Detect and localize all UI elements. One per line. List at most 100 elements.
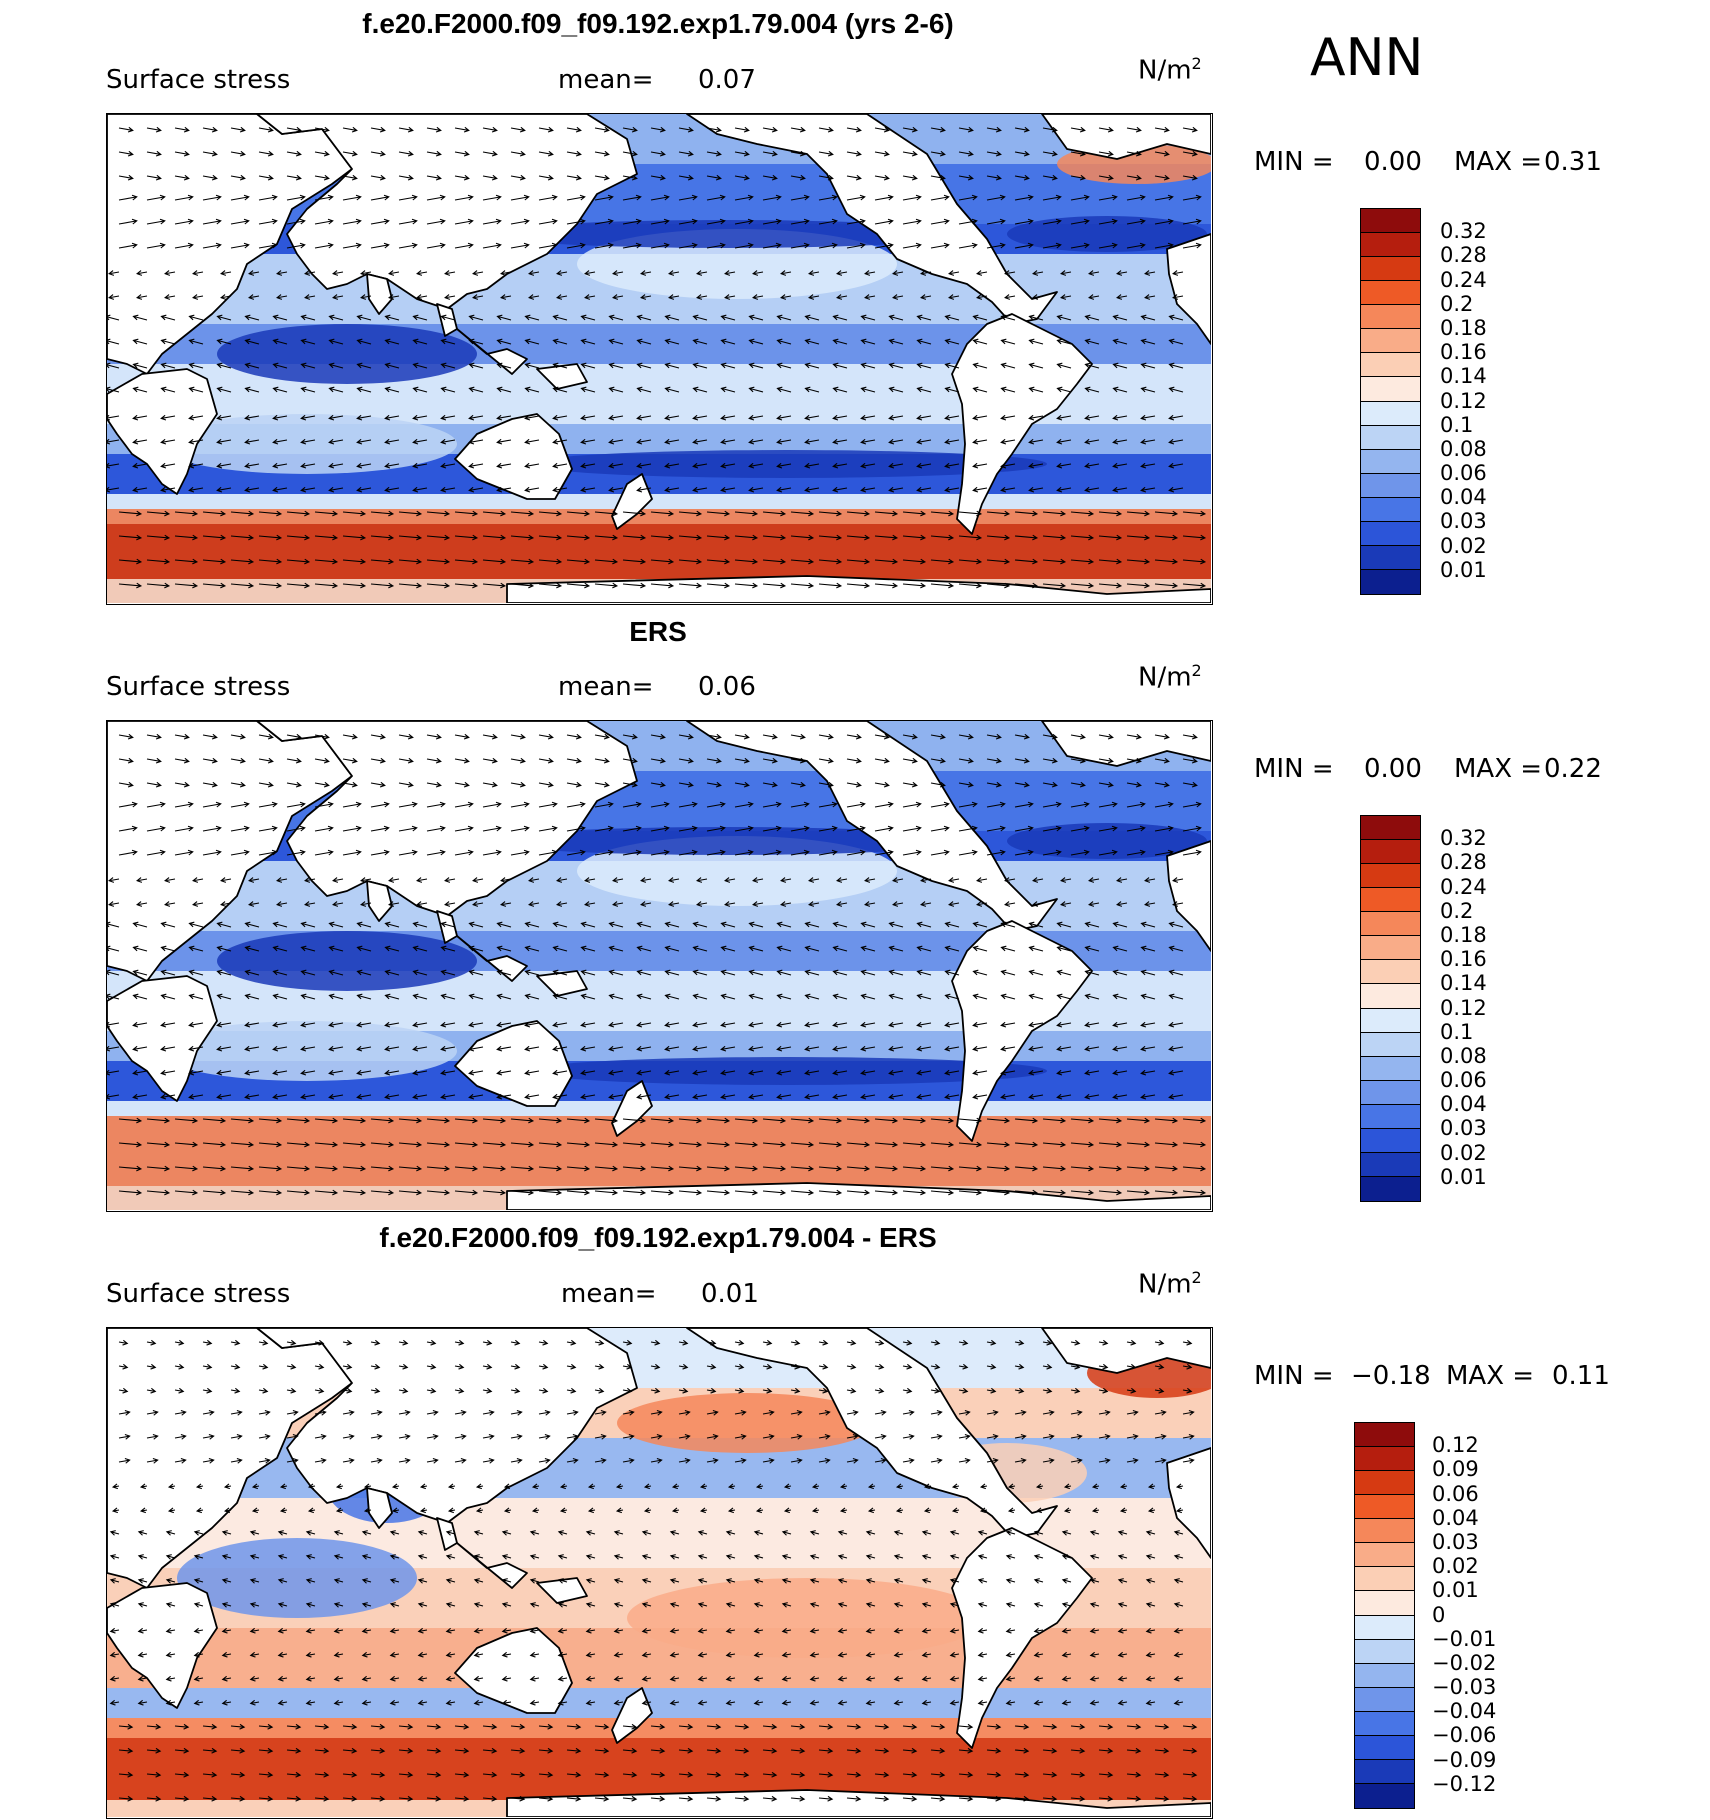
colorbar-swatch (1361, 305, 1420, 330)
colorbar-swatch (1355, 1567, 1414, 1592)
field-band (107, 494, 1211, 509)
land-outline (686, 114, 1058, 325)
colorbar-tick-label: 0.01 (1432, 1578, 1479, 1603)
colorbar-swatch (1361, 545, 1420, 570)
colorbar-swatch (1361, 840, 1420, 865)
colorbar-tick-label: 0.14 (1440, 971, 1487, 996)
colorbar-swatch (1361, 984, 1420, 1009)
land-outline (951, 920, 1093, 1142)
field-blob (1007, 216, 1207, 252)
colorbar-swatch (1355, 1591, 1414, 1616)
field-blob (527, 1057, 1047, 1085)
land-outline (1166, 1447, 1211, 1559)
land-outline (456, 935, 528, 982)
colorbar-tick-label: −0.04 (1432, 1699, 1497, 1724)
panel-2-mean-value: 0.06 (698, 672, 756, 702)
land-outline (536, 970, 588, 997)
panel-3-max-value: 0.11 (1552, 1361, 1610, 1391)
panel-3-colorbar (1354, 1422, 1415, 1809)
field-blob (1007, 823, 1207, 859)
land-outline (456, 328, 528, 375)
land-outline (366, 880, 393, 922)
colorbar-tick-label: −0.09 (1432, 1747, 1497, 1772)
panel-2-units: N/m2 (1138, 661, 1202, 693)
colorbar-tick-label: 0.12 (1440, 388, 1487, 413)
colorbar-tick-label: 0.18 (1440, 922, 1487, 947)
panel-2-mean-label: mean= (558, 672, 654, 702)
colorbar-swatch (1361, 209, 1420, 234)
colorbar-swatch (1361, 281, 1420, 306)
panel-1-max-label: MAX = (1454, 147, 1543, 177)
colorbar-swatch (1355, 1663, 1414, 1688)
colorbar-tick-label: 0.06 (1432, 1481, 1479, 1506)
colorbar-swatch (1361, 497, 1420, 522)
field-blob (157, 1021, 457, 1081)
land-outline (951, 313, 1093, 535)
field-blob (157, 414, 457, 474)
colorbar-swatch (1361, 1104, 1420, 1129)
land-outline (506, 575, 1211, 603)
colorbar-tick-label: 0.03 (1432, 1529, 1479, 1554)
colorbar-swatch (1361, 401, 1420, 426)
panel-3-title: f.e20.F2000.f09_f09.192.exp1.79.004 - ER… (379, 1222, 937, 1253)
colorbar-swatch (1355, 1759, 1414, 1784)
colorbar-tick-label: 0.01 (1440, 1164, 1487, 1189)
colorbar-tick-label: −0.06 (1432, 1723, 1497, 1748)
colorbar-tick-label: −0.03 (1432, 1675, 1497, 1700)
field-blob (527, 450, 1047, 478)
field-band (107, 509, 1211, 524)
colorbar-swatch (1361, 816, 1420, 841)
colorbar-swatch (1361, 1032, 1420, 1057)
panel-1-units: N/m2 (1138, 54, 1202, 86)
panel-1-min-label: MIN = (1254, 147, 1334, 177)
land-outline (107, 975, 218, 1102)
colorbar-swatch (1355, 1495, 1414, 1520)
colorbar-swatch (1355, 1471, 1414, 1496)
colorbar-tick-label: 0.03 (1440, 509, 1487, 534)
colorbar-swatch (1355, 1519, 1414, 1544)
colorbar-tick-label: 0.16 (1440, 947, 1487, 972)
colorbar-tick-label: −0.12 (1432, 1771, 1497, 1796)
colorbar-swatch (1361, 1056, 1420, 1081)
panel-1-map (106, 113, 1213, 605)
colorbar-swatch (1361, 936, 1420, 961)
colorbar-swatch (1361, 1080, 1420, 1105)
season-label: ANN (1310, 28, 1424, 88)
colorbar-swatch (1355, 1639, 1414, 1664)
colorbar-swatch (1361, 960, 1420, 985)
colorbar-swatch (1361, 864, 1420, 889)
colorbar-swatch (1361, 521, 1420, 546)
colorbar-tick-label: 0.04 (1440, 1092, 1487, 1117)
colorbar-swatch (1361, 888, 1420, 913)
land-outline (107, 368, 218, 495)
colorbar-tick-label: 0.04 (1440, 485, 1487, 510)
land-outline (454, 1627, 573, 1714)
panel-2-max-value: 0.22 (1544, 754, 1602, 784)
colorbar-tick-label: 0.1 (1440, 412, 1474, 437)
colorbar-swatch (1361, 353, 1420, 378)
colorbar-tick-label: 0.02 (1432, 1554, 1479, 1579)
panel-3-max-label: MAX = (1446, 1361, 1535, 1391)
field-band (107, 1718, 1211, 1738)
panel-1-mean-label: mean= (558, 65, 654, 95)
panel-1-min-value: 0.00 (1364, 147, 1422, 177)
panel-2-colorbar (1360, 815, 1421, 1202)
land-outline (1166, 233, 1211, 345)
colorbar-swatch (1361, 1008, 1420, 1033)
field-blob (487, 220, 967, 248)
land-outline (686, 721, 1058, 932)
colorbar-tick-label: 0.18 (1440, 315, 1487, 340)
panel-1-max-value: 0.31 (1544, 147, 1602, 177)
panel-3-variable: Surface stress (106, 1279, 291, 1309)
colorbar-tick-label: 0.16 (1440, 340, 1487, 365)
panel-1-colorbar (1360, 208, 1421, 595)
colorbar-tick-label: 0.08 (1440, 436, 1487, 461)
field-blob (217, 324, 477, 384)
panel-3-mean-value: 0.01 (701, 1279, 759, 1309)
colorbar-tick-label: 0.04 (1432, 1505, 1479, 1530)
colorbar-tick-label: 0.1 (1440, 1019, 1474, 1044)
colorbar-swatch (1361, 1152, 1420, 1177)
field-blob (217, 931, 477, 991)
colorbar-swatch (1355, 1423, 1414, 1448)
land-outline (506, 1789, 1211, 1817)
